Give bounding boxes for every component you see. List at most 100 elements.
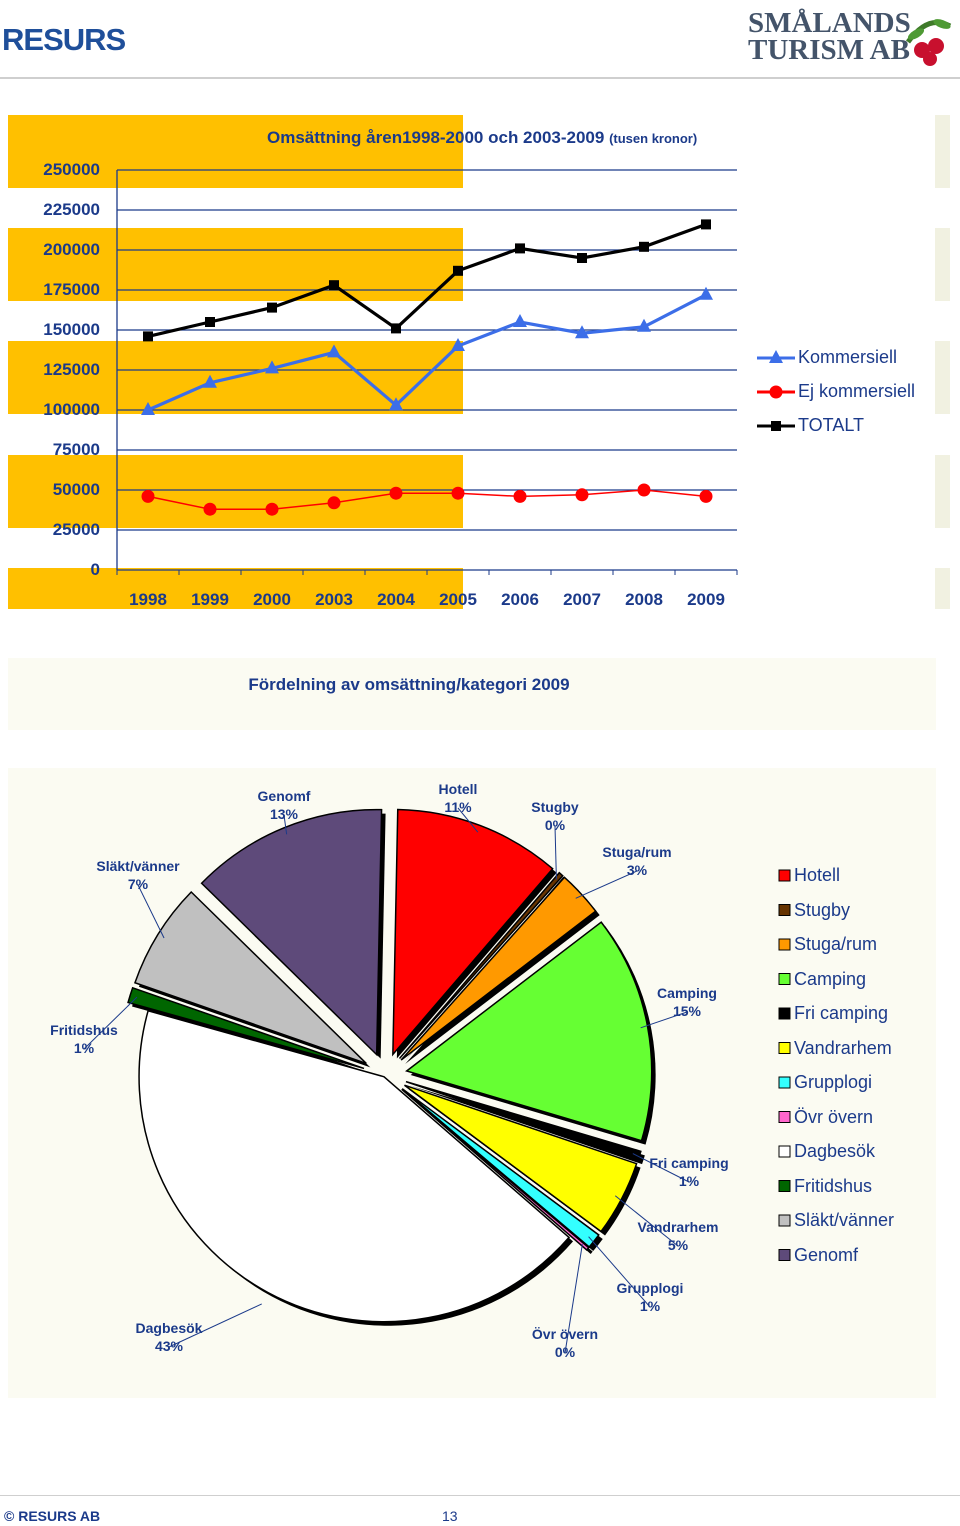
header-divider bbox=[0, 77, 960, 79]
x-tick-label: 2003 bbox=[315, 590, 353, 609]
data-point bbox=[699, 286, 713, 300]
x-tick-label: 1999 bbox=[191, 590, 229, 609]
pie-legend-entry: Camping bbox=[794, 968, 867, 989]
data-point bbox=[391, 323, 401, 334]
lingonberry-logo-icon bbox=[905, 19, 952, 66]
y-tick-label: 250000 bbox=[43, 160, 100, 179]
data-point bbox=[265, 360, 279, 374]
series-kommersiell bbox=[141, 286, 713, 415]
pie-legend-entry: Släkt/vänner bbox=[794, 1210, 895, 1230]
leader-line bbox=[554, 825, 557, 880]
pie-label-name: Släkt/vänner bbox=[96, 858, 180, 874]
pie-data-label: Vandrarhem 5% bbox=[633, 1218, 723, 1254]
series-totalt bbox=[143, 219, 711, 342]
line-chart-subtitle: (tusen kronor) bbox=[609, 131, 698, 146]
pie-data-label: Genomf 13% bbox=[239, 787, 329, 823]
pie-legend-entry: Stugby bbox=[794, 899, 851, 920]
pie-label-percent: 15% bbox=[672, 1003, 702, 1019]
pie-slice-övr-övern bbox=[401, 1088, 590, 1252]
leader-line bbox=[83, 996, 138, 1050]
chart-panel-band bbox=[8, 228, 463, 301]
pie-data-label: Övr övern 0% bbox=[520, 1325, 610, 1361]
data-point bbox=[575, 488, 589, 502]
leader-line bbox=[614, 1195, 679, 1247]
pie-label-name: Grupplogi bbox=[616, 1280, 684, 1296]
pie-label-name: Fri camping bbox=[649, 1155, 729, 1171]
pie-slice-fritidshus bbox=[127, 986, 365, 1070]
pie-data-label: Camping 15% bbox=[642, 984, 732, 1020]
pie-slice-fri-camping bbox=[405, 1080, 642, 1162]
pie-label-percent: 1% bbox=[639, 1298, 661, 1314]
chart-panel-band bbox=[935, 455, 950, 528]
data-point bbox=[265, 502, 279, 516]
data-point bbox=[141, 402, 155, 415]
pie-label-name: Stuga/rum bbox=[602, 844, 672, 860]
pie-label-percent: 3% bbox=[626, 862, 648, 878]
chart-panel-band bbox=[935, 228, 950, 301]
x-tick-label: 2004 bbox=[377, 590, 415, 609]
data-point bbox=[203, 502, 217, 516]
data-point bbox=[637, 318, 651, 332]
legend-swatch bbox=[778, 869, 791, 882]
pie-label-percent: 1% bbox=[678, 1173, 700, 1189]
smalands-turism-logo: SMÅLANDS TURISM AB bbox=[748, 7, 911, 65]
data-point bbox=[513, 314, 527, 327]
series-line bbox=[147, 293, 707, 412]
pie-label-name: Genomf bbox=[257, 788, 311, 804]
pie-label-percent: 0% bbox=[544, 817, 566, 833]
legend-swatch bbox=[778, 1111, 791, 1123]
pie-label-name: Hotell bbox=[438, 781, 478, 797]
data-point bbox=[203, 374, 217, 388]
data-point bbox=[513, 489, 527, 503]
data-point bbox=[701, 219, 711, 230]
x-tick-label: 2009 bbox=[687, 590, 725, 609]
slice-shadow bbox=[409, 1085, 645, 1165]
legend-swatch bbox=[778, 1249, 791, 1261]
y-tick-label: 50000 bbox=[52, 480, 100, 499]
pie-legend-entry: Fritidshus bbox=[794, 1175, 873, 1196]
pie-slice-hotell bbox=[392, 808, 554, 1057]
x-tick-label: 2006 bbox=[501, 590, 539, 609]
pie-legend-entry: Grupplogi bbox=[794, 1072, 873, 1092]
leader-line bbox=[640, 1011, 688, 1029]
y-tick-label: 175000 bbox=[43, 280, 100, 299]
leader-line bbox=[564, 1244, 583, 1354]
pie-data-label: Stuga/rum 3% bbox=[592, 843, 682, 879]
pie-legend-entry: Fri camping bbox=[794, 1003, 889, 1023]
pie-label-name: Övr övern bbox=[531, 1326, 599, 1342]
pie-data-label: Stugby 0% bbox=[510, 798, 600, 834]
data-point bbox=[639, 241, 649, 252]
pie-slice-camping bbox=[405, 921, 653, 1142]
smalands-logo-line1: SMÅLANDS bbox=[748, 7, 911, 39]
page-number: 13 bbox=[442, 1508, 458, 1524]
leader-line bbox=[575, 870, 638, 899]
pie-data-label: Fritidshus 1% bbox=[39, 1021, 129, 1057]
pie-data-label: Släkt/vänner 7% bbox=[93, 857, 183, 893]
pie-slice-vandrarhem bbox=[404, 1084, 638, 1233]
y-tick-label: 100000 bbox=[43, 400, 100, 419]
pie-label-name: Camping bbox=[657, 985, 717, 1001]
x-tick-label: 2000 bbox=[253, 590, 291, 609]
data-point bbox=[327, 496, 341, 510]
y-tick-label: 0 bbox=[90, 560, 100, 579]
data-point bbox=[141, 489, 155, 503]
pie-legend-entry: Stuga/rum bbox=[794, 934, 878, 954]
data-point bbox=[577, 253, 587, 263]
pie-slice-stuga-rum bbox=[400, 876, 597, 1061]
footer-copyright: © RESURS AB bbox=[4, 1508, 101, 1524]
leader-line bbox=[137, 884, 165, 939]
legend-swatch bbox=[778, 904, 791, 916]
chart-panel-band bbox=[8, 455, 463, 528]
pie-slice-dagbesök bbox=[138, 1009, 571, 1323]
leader-line bbox=[632, 1153, 690, 1183]
y-tick-label: 125000 bbox=[43, 360, 100, 379]
legend-swatch bbox=[778, 1042, 791, 1054]
leader-line bbox=[588, 1236, 651, 1308]
legend-entry: TOTALT bbox=[798, 415, 865, 435]
line-chart-title: Omsättning åren1998-2000 och 2003-2009 (… bbox=[267, 128, 697, 148]
chart-panel-band bbox=[8, 568, 463, 609]
data-point bbox=[327, 344, 341, 358]
line-chart-title-text: Omsättning åren1998-2000 och 2003-2009 bbox=[267, 128, 605, 147]
pie-label-percent: 7% bbox=[127, 876, 149, 892]
pie-label-name: Stugby bbox=[531, 799, 579, 815]
